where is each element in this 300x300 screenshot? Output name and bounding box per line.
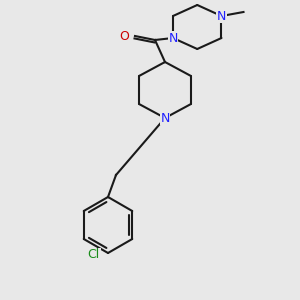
Text: O: O — [119, 29, 129, 43]
Text: N: N — [217, 10, 226, 22]
Text: N: N — [160, 112, 170, 124]
Text: Cl: Cl — [88, 248, 100, 262]
Text: N: N — [168, 32, 178, 44]
